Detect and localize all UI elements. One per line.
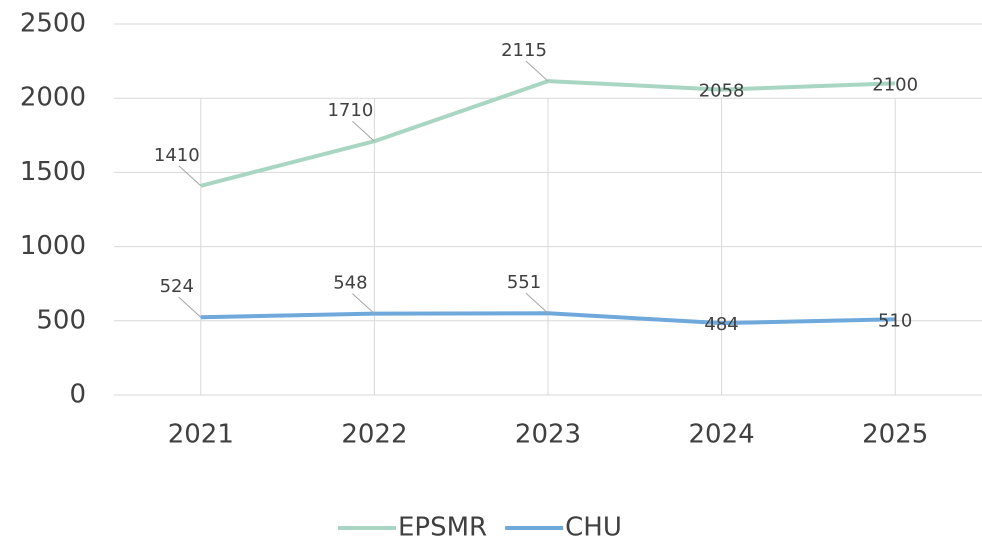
leader-line xyxy=(178,296,202,318)
leader-line xyxy=(178,165,202,187)
x-tick-label: 2023 xyxy=(515,420,581,450)
data-label: 2058 xyxy=(699,81,745,102)
x-tick-label: 2021 xyxy=(168,420,234,450)
data-label: 2100 xyxy=(872,74,918,95)
leader-line xyxy=(525,60,549,82)
data-label: 1710 xyxy=(327,100,373,121)
data-label: 551 xyxy=(507,272,541,293)
legend-label: CHU xyxy=(565,513,622,543)
data-label: 524 xyxy=(160,276,194,297)
data-label: 2115 xyxy=(501,40,547,61)
leader-line xyxy=(352,293,375,315)
leader-line xyxy=(525,292,549,314)
y-tick-label: 500 xyxy=(36,305,86,335)
y-tick-label: 1000 xyxy=(20,231,86,261)
x-tick-label: 2025 xyxy=(862,420,928,450)
leader-line xyxy=(352,120,375,142)
legend-label: EPSMR xyxy=(398,513,487,543)
data-label: 1410 xyxy=(154,145,200,166)
x-tick-label: 2022 xyxy=(341,420,407,450)
data-label: 484 xyxy=(704,314,738,335)
y-tick-label: 0 xyxy=(69,380,86,410)
y-tick-label: 2000 xyxy=(20,83,86,113)
x-tick-label: 2024 xyxy=(689,420,755,450)
y-tick-label: 1500 xyxy=(20,157,86,187)
data-label: 548 xyxy=(333,273,367,294)
data-label: 510 xyxy=(878,310,912,331)
y-tick-label: 2500 xyxy=(20,9,86,39)
